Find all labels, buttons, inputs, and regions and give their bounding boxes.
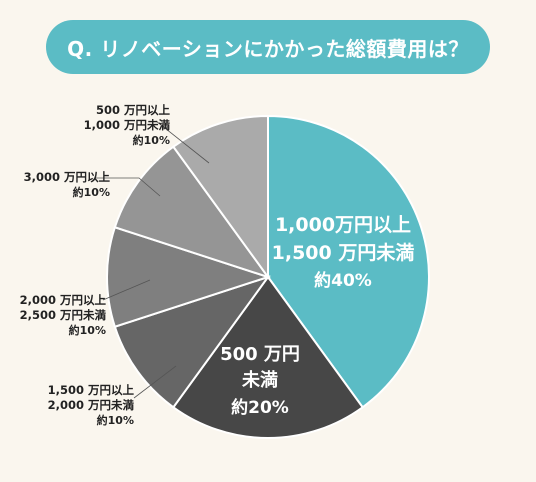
leader-line: [155, 120, 210, 164]
slice-label-2000-2500: 2,000 万円以上 2,500 万円未満 約10%: [0, 293, 106, 338]
slice-label-line2: 2,000 万円未満: [47, 398, 134, 412]
slice-label-line2: 未満: [242, 370, 278, 391]
slice-label-pct: 約10%: [68, 324, 106, 337]
slice-under-500: [171, 275, 365, 439]
slice-1500-2000: [113, 275, 271, 409]
slice-label-1000-1500: 1,000万円以上 1,500 万円未満 約40%: [268, 211, 418, 295]
slice-label-3000: 3,000 万円以上 約10%: [10, 170, 110, 200]
slice-label-1500-2000: 1,500 万円以上 2,000 万円未満 約10%: [24, 383, 134, 428]
slice-label-pct: 約20%: [231, 398, 289, 418]
leader-line: [102, 279, 151, 301]
slice-label-line2: 2,500 万円未満: [19, 308, 106, 322]
slice-label-pct: 約40%: [314, 271, 372, 291]
slice-label-pct: 約10%: [72, 186, 110, 199]
slice-label-line1: 1,000万円以上: [274, 214, 412, 236]
slice-label-line1: 500 万円: [220, 344, 300, 365]
slice-label-line1: 2,000 万円以上: [19, 293, 106, 307]
slice-500-1000: [171, 114, 269, 281]
slice-2000-2500: [106, 225, 272, 329]
slice-label-500-1000: 500 万円以上 1,000 万円未満 約10%: [60, 103, 170, 148]
slice-label-line2: 1,500 万円未満: [271, 242, 415, 264]
slice-label-under-500: 500 万円 未満 約20%: [205, 342, 315, 422]
slice-label-pct: 約10%: [132, 134, 170, 147]
slice-label-line1: 500 万円以上: [95, 103, 170, 117]
slice-label-line1: 3,000 万円以上: [23, 170, 110, 184]
chart-title: Q. リノベーションにかかった総額費用は？: [46, 20, 490, 74]
slice-label-line1: 1,500 万円以上: [47, 383, 134, 397]
slice-label-pct: 約10%: [96, 414, 134, 427]
slice-1000-1500: [267, 114, 430, 409]
slice-label-line2: 1,000 万円未満: [83, 118, 170, 132]
leader-line: [95, 177, 161, 197]
leader-line: [133, 365, 177, 399]
slice-3000: [113, 145, 271, 279]
